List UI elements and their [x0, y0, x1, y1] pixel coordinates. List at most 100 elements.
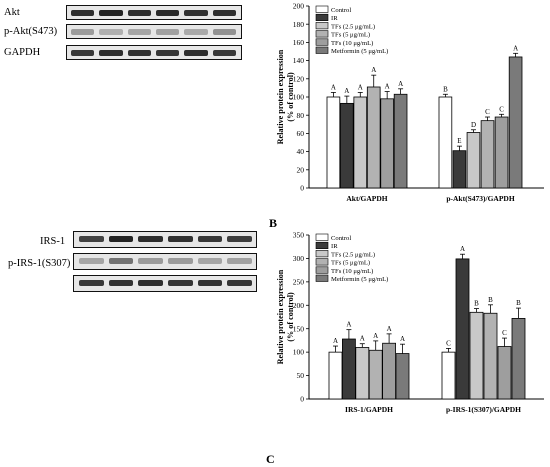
blot-band: [127, 29, 151, 35]
blot-band: [79, 280, 104, 286]
significance-label: A: [387, 325, 392, 333]
bar: [494, 116, 509, 189]
significance-label: A: [373, 332, 378, 340]
blot-band: [108, 258, 134, 264]
legend-swatch: [315, 30, 329, 38]
blot-strip-irs1: [73, 231, 257, 248]
blot-band: [71, 50, 95, 56]
significance-label: A: [513, 44, 518, 52]
significance-label: E: [457, 137, 461, 145]
blot-band: [99, 29, 123, 35]
blot-label-akt: Akt: [4, 7, 20, 18]
blot-band: [127, 50, 151, 56]
significance-label: C: [499, 105, 504, 113]
legend-label: Metformin (5 μg/mL): [331, 48, 388, 55]
legend-label: TFs (10 μg/mL): [331, 40, 373, 47]
y-tick-label: 300: [293, 254, 305, 263]
bar: [326, 96, 341, 189]
bar: [508, 56, 523, 189]
significance-label: C: [446, 339, 451, 347]
blot-band: [138, 236, 163, 242]
significance-label: A: [346, 321, 351, 329]
blot-label-p-irs1: p-IRS-1(S307): [8, 258, 71, 269]
significance-label: A: [360, 335, 365, 343]
significance-label: A: [400, 335, 405, 343]
y-tick-label: 140: [293, 56, 305, 65]
legend-swatch: [315, 13, 329, 21]
blot-band: [184, 10, 208, 16]
legend-label: Control: [331, 235, 351, 242]
legend-swatch: [315, 250, 329, 258]
y-tick-label: 160: [293, 38, 305, 47]
blot-band: [138, 258, 163, 264]
bar: [480, 120, 495, 189]
y-tick-label: 80: [297, 111, 305, 120]
y-axis-label: (% of control): [286, 72, 295, 122]
legend-swatch: [315, 233, 329, 241]
legend-label: IR: [331, 15, 338, 22]
y-tick-label: 50: [297, 371, 305, 380]
y-tick-label: 100: [293, 348, 305, 357]
blot-band: [156, 29, 180, 35]
blot-band: [212, 50, 236, 56]
legend-label: TFs (2.5 μg/mL): [331, 23, 375, 30]
legend-swatch: [315, 266, 329, 274]
blot-band: [197, 236, 223, 242]
blot-strip-p-akt: [66, 24, 242, 39]
significance-label: B: [474, 300, 479, 308]
blot-band: [184, 29, 208, 35]
bar: [469, 311, 484, 400]
bar: [497, 346, 512, 400]
legend-label: TFs (5 μg/mL): [331, 32, 370, 39]
bar: [355, 347, 370, 400]
y-tick-label: 0: [300, 395, 304, 404]
significance-label: A: [331, 83, 336, 91]
blot-band: [99, 50, 123, 56]
bar: [368, 349, 383, 400]
blot-band: [99, 10, 123, 16]
legend-swatch: [315, 22, 329, 30]
legend-label: TFs (5 μg/mL): [331, 260, 370, 267]
significance-label: A: [371, 66, 376, 74]
blot-band: [79, 236, 104, 242]
y-tick-label: 0: [300, 184, 304, 193]
blot-band: [156, 50, 180, 56]
blot-band: [212, 29, 236, 35]
blot-band: [156, 10, 180, 16]
legend-swatch: [315, 258, 329, 266]
bar: [341, 338, 356, 400]
blot-band: [108, 236, 134, 242]
blot-label-irs1: IRS-1: [40, 236, 66, 247]
blot-band: [108, 280, 134, 286]
panel-label-b: B: [269, 216, 278, 230]
bar: [438, 96, 453, 189]
blot-strip-gapdh: [66, 45, 242, 60]
bar: [483, 312, 498, 400]
blot-band: [79, 258, 104, 264]
bar: [395, 353, 410, 400]
bar: [455, 258, 470, 400]
blot-band: [227, 258, 252, 264]
bar: [380, 98, 394, 189]
blot-band: [227, 280, 252, 286]
bar: [328, 351, 343, 400]
blot-band: [184, 50, 208, 56]
blot-band: [212, 10, 236, 16]
blot-band: [138, 280, 163, 286]
significance-label: A: [358, 83, 363, 91]
blot-band: [127, 10, 151, 16]
significance-label: B: [516, 299, 521, 307]
blot-label-gapdh: GAPDH: [4, 47, 41, 58]
y-tick-label: 250: [293, 277, 305, 286]
significance-label: C: [485, 108, 490, 116]
legend-swatch: [315, 241, 329, 249]
bar: [366, 86, 381, 189]
significance-label: A: [460, 245, 465, 253]
y-tick-label: 40: [297, 147, 305, 156]
significance-label: B: [488, 296, 493, 304]
y-axis-label: Relative protein expression: [276, 49, 285, 144]
legend-label: Metformin (5 μg/mL): [331, 276, 388, 283]
bar: [452, 150, 467, 189]
legend-swatch: [315, 46, 329, 54]
